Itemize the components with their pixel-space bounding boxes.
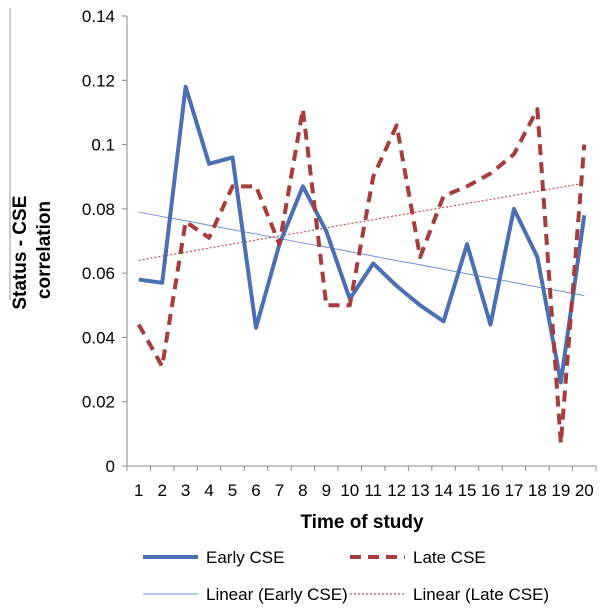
x-tick-label: 13	[411, 481, 430, 500]
x-tick-label: 17	[504, 481, 523, 500]
series-line-late-cse	[136, 107, 587, 446]
legend-label: Late CSE	[413, 548, 486, 567]
y-tick-label: 0.08	[82, 200, 115, 219]
x-tick-label: 18	[528, 481, 547, 500]
y-tick-label: 0.06	[82, 264, 115, 283]
y-tick-label: 0.02	[82, 393, 115, 412]
legend-label: Linear (Late CSE)	[413, 585, 549, 604]
y-tick-label: 0.04	[82, 328, 115, 347]
series-layer	[136, 84, 587, 446]
y-axis-title-line-2: correlation	[34, 201, 55, 299]
x-tick-label: 11	[364, 481, 382, 500]
series-line-early-cse	[138, 84, 587, 385]
legend-label: Linear (Early CSE)	[206, 585, 348, 604]
x-tick-label: 9	[322, 481, 331, 500]
x-tick-label: 1	[134, 481, 143, 500]
x-tick-label: 14	[434, 481, 453, 500]
x-tick-label: 10	[340, 481, 359, 500]
x-ticks: 1 2 3 4 5 6 7 8 9 10 11 12 13 14 15 16 17 18 19 20	[126, 466, 597, 500]
legend-label: Early CSE	[206, 548, 284, 567]
x-tick-label: 16	[481, 481, 500, 500]
x-tick-label: 4	[204, 481, 213, 500]
x-axis-title: Time of study	[300, 512, 424, 533]
series-line-linear-late-cse	[138, 182, 585, 261]
x-tick-label: 12	[387, 481, 406, 500]
y-tick-label: 0.1	[91, 136, 115, 155]
x-tick-label: 19	[551, 481, 570, 500]
x-tick-label: 5	[228, 481, 237, 500]
x-tick-label: 8	[298, 481, 307, 500]
legend: Early CSE Late CSE Linear (Early CSE) Linea…	[143, 548, 549, 604]
y-tick-label: 0.14	[82, 7, 115, 26]
x-tick-label: 6	[251, 481, 260, 500]
x-tick-label: 7	[275, 481, 284, 500]
y-axis-title: Status - CSE correlation	[10, 190, 55, 309]
y-tick-label: 0.12	[82, 71, 115, 90]
y-tick-label: 0	[106, 457, 115, 476]
x-tick-label: 3	[181, 481, 190, 500]
y-ticks: 0 0.02 0.04 0.06 0.08 0.1 0.12 0.14	[82, 7, 127, 476]
x-tick-label: 15	[458, 481, 477, 500]
y-axis-title-line-1: Status - CSE	[10, 196, 31, 310]
x-tick-label: 20	[575, 481, 594, 500]
x-tick-label: 2	[157, 481, 166, 500]
